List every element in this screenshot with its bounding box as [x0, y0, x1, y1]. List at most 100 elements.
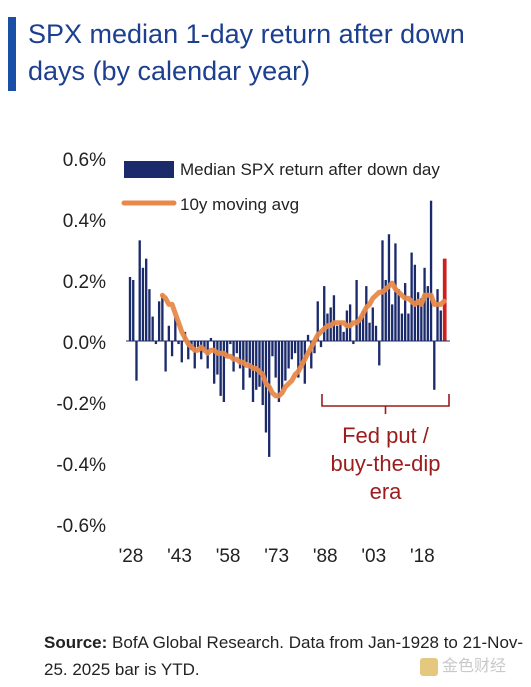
bar: [284, 341, 287, 381]
bar: [410, 252, 413, 341]
bar: [196, 341, 200, 348]
bar: [180, 341, 183, 363]
bar: [138, 240, 141, 341]
bar: [157, 301, 161, 341]
chart-canvas: 0.6% 0.4% 0.2% 0.0% -0.2% -0.4% -0.6% '28 '43 '58…: [56, 150, 450, 567]
bar: [439, 310, 442, 341]
bar: [235, 341, 238, 354]
bar: [251, 341, 255, 402]
bar: [248, 341, 251, 378]
x-tick-label: '18: [410, 546, 435, 567]
bar: [342, 331, 345, 341]
bar: [255, 341, 258, 390]
bar: [403, 283, 407, 341]
y-tick-label: -0.6%: [56, 516, 106, 537]
bar: [416, 292, 420, 341]
bar: [203, 341, 206, 351]
x-tick-label: '88: [313, 546, 338, 567]
annotation-bracket: [321, 394, 450, 414]
bar: [154, 341, 158, 345]
bar: [219, 341, 222, 396]
bar: [148, 289, 151, 341]
bar: [339, 322, 342, 341]
bar: [433, 341, 436, 390]
bar: [397, 289, 400, 341]
watermark-text: 金色财经: [442, 656, 507, 675]
bar: [128, 276, 132, 341]
bar: [293, 341, 297, 354]
bar: [238, 341, 242, 369]
annotation-text: era: [370, 479, 403, 504]
bar: [132, 280, 135, 341]
y-tick-label: 0.4%: [63, 211, 106, 232]
bar: [426, 286, 429, 341]
bar: [323, 286, 326, 341]
watermark-logo-icon: [420, 657, 438, 676]
bar: [319, 341, 323, 348]
bar: [229, 341, 232, 345]
legend-bar-label: Median SPX return after down day: [180, 160, 440, 179]
bar: [141, 267, 145, 341]
bar: [423, 267, 426, 341]
bar: [290, 341, 294, 360]
bar: [174, 316, 177, 341]
x-tick-label: '43: [167, 546, 192, 567]
bar: [352, 341, 355, 345]
bar: [436, 289, 439, 341]
bar: [193, 341, 196, 369]
bar: [287, 341, 290, 369]
bar: [258, 341, 261, 387]
bar: [336, 325, 339, 341]
bar: [358, 316, 362, 341]
bar: [225, 341, 229, 357]
bar: [277, 341, 281, 402]
bar: [222, 341, 226, 402]
legend-bar-swatch: [124, 161, 174, 178]
moving-average-line: [159, 280, 447, 399]
x-tick-label: '28: [119, 546, 144, 567]
bar: [151, 316, 154, 341]
chart-title: SPX median 1-day return after down days …: [28, 19, 465, 86]
bar: [371, 307, 374, 341]
y-tick-label: 0.0%: [63, 333, 106, 354]
annotation-text: buy-the-dip: [330, 451, 440, 476]
y-tick-label: -0.4%: [56, 455, 106, 476]
bar: [368, 322, 371, 341]
watermark: 金色财经: [420, 652, 506, 676]
bar: [374, 325, 378, 341]
bar: [310, 341, 313, 369]
source-label: Source:: [44, 633, 108, 652]
bar: [177, 341, 180, 345]
bar: [209, 337, 213, 341]
bar: [355, 280, 358, 341]
bar: [164, 341, 167, 372]
bar: [167, 325, 171, 341]
bar: [407, 313, 410, 341]
bar: [274, 341, 277, 378]
bar: [420, 298, 423, 341]
bar: [384, 280, 387, 341]
source-note: Source: BofA Global Research. Data from …: [44, 629, 524, 683]
annotation-text: Fed put /: [342, 423, 430, 448]
bar: [429, 200, 433, 341]
bar: [271, 341, 274, 357]
bar: [135, 341, 138, 381]
bar: [391, 304, 394, 341]
bar: [161, 295, 164, 341]
bar: [245, 341, 248, 363]
bar: [216, 341, 219, 375]
y-tick-label: -0.2%: [56, 394, 106, 415]
bar: [170, 341, 174, 357]
bar: [361, 310, 365, 341]
bar: [268, 341, 271, 457]
legend-line-label: 10y moving avg: [180, 195, 299, 214]
bar: [145, 258, 148, 341]
bar: [297, 341, 300, 378]
bar: [378, 341, 381, 366]
x-tick-label: '73: [264, 546, 289, 567]
bar: [306, 334, 310, 341]
source-text: BofA Global Research. Data from Jan-1928…: [44, 633, 524, 679]
bar: [332, 295, 336, 341]
bar: [212, 341, 216, 384]
bar: [300, 341, 303, 366]
